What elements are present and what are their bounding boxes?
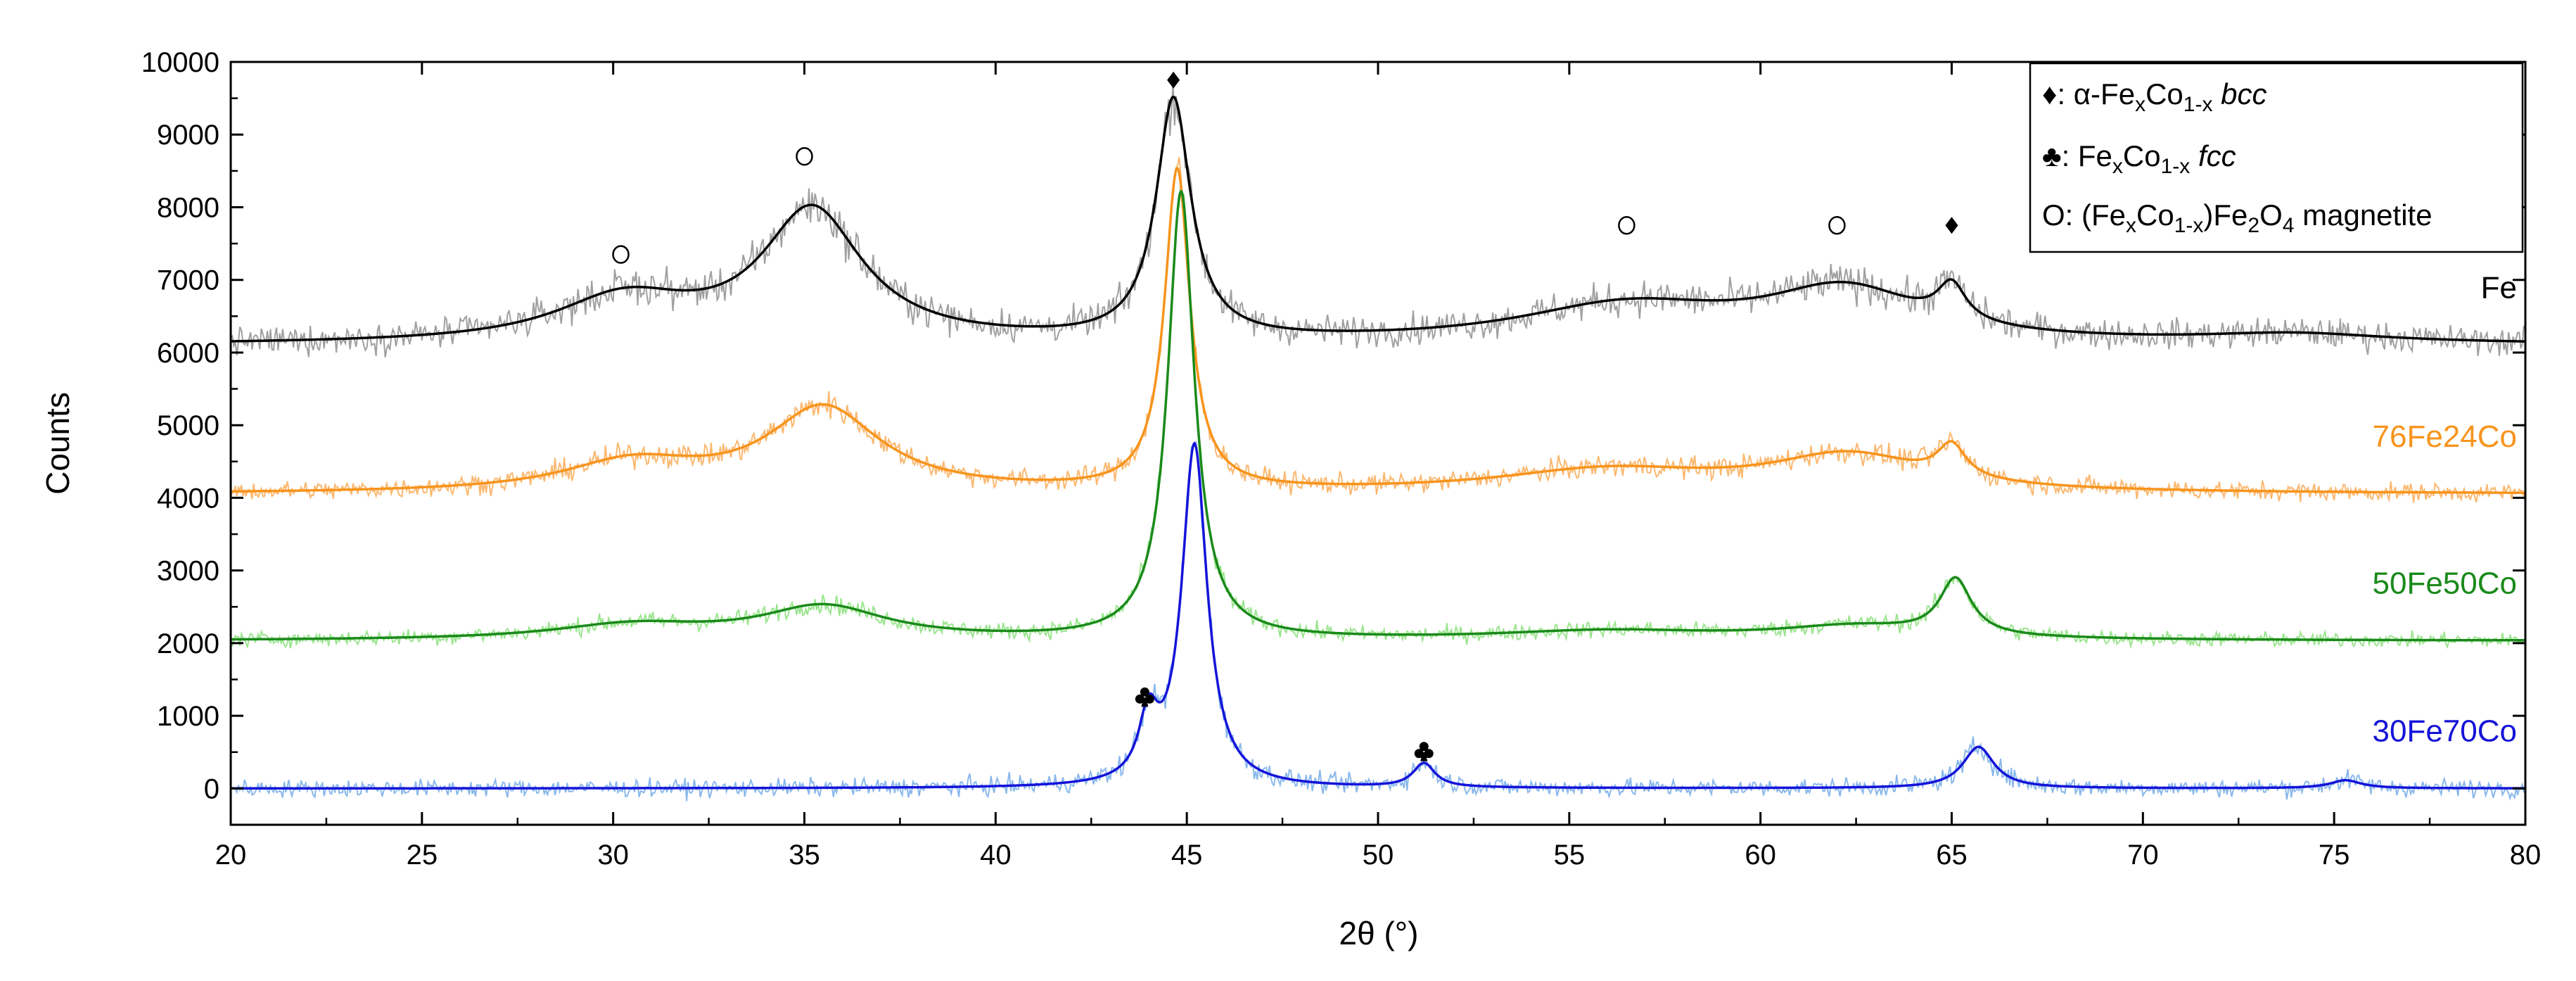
fcc-peak-marker [1414,742,1434,761]
x-tick-label: 80 [2510,840,2542,871]
series-label-76fe24co: 76Fe24Co [2373,419,2517,454]
fit-curve-30fe70co [231,441,2525,790]
fit-curve-76fe24co [230,167,2525,494]
fit-curve-50fe50co [231,190,2525,642]
bcc-peak-marker [1167,71,1180,89]
axis-ticks: 20 25 30 35 40 45 50 55 60 65 70 75 80 0 1000 2000 3000 4… [141,47,2541,871]
x-tick-label: 60 [1745,840,1776,871]
series-label-50fe50co: 50Fe50Co [2373,567,2517,601]
y-tick-label: 5000 [157,410,219,441]
diamond-icon: ♦ [2042,77,2057,110]
y-tick-label: 1000 [157,701,219,732]
raw-trace-fe [230,84,2526,357]
y-tick-label: 7000 [157,265,219,296]
circle-icon: O [2042,198,2065,232]
legend: ♦: α-FexCo1-x bcc ♣: FexCo1-x fcc O: (Fe… [2029,62,2524,253]
x-tick-label: 30 [597,840,629,871]
series-label-fe: Fe [2481,271,2517,305]
y-tick-label: 3000 [157,556,219,587]
legend-box [2029,62,2524,253]
fit-curves-layer [230,95,2525,790]
peak-markers [612,71,1958,761]
y-tick-label: 9000 [157,120,219,151]
x-axis-title: 2θ (°) [1339,915,1419,951]
raw-trace-30fe70co [230,440,2526,802]
x-tick-label: 40 [980,840,1012,871]
y-tick-label: 8000 [157,192,219,223]
magnetite-peak-marker [1618,216,1635,235]
x-tick-label: 50 [1363,840,1394,871]
magnetite-peak-marker [1828,216,1846,235]
x-tick-label: 55 [1554,840,1586,871]
x-tick-label: 65 [1936,840,1968,871]
magnetite-peak-marker [796,146,813,166]
legend-entry-magnetite: O: (FexCo1-x)Fe2O4 magnetite [2042,198,2432,237]
y-axis-title: Counts [39,392,76,495]
y-tick-label: 0 [204,773,219,804]
fcc-peak-marker [1135,687,1154,707]
x-tick-label: 20 [215,840,247,871]
y-tick-label: 2000 [157,628,219,659]
x-tick-label: 25 [407,840,438,871]
x-tick-label: 75 [2319,840,2350,871]
legend-entry-fcc: ♣: FexCo1-x fcc [2042,139,2236,178]
y-tick-label: 4000 [157,483,219,514]
club-icon: ♣ [2042,139,2062,172]
x-tick-label: 70 [2127,840,2159,871]
x-tick-label: 35 [789,840,820,871]
series-labels: Fe 76Fe24Co 50Fe50Co 30Fe70Co [2373,271,2517,749]
x-tick-label: 45 [1171,840,1203,871]
series-label-30fe70co: 30Fe70Co [2373,714,2517,748]
magnetite-peak-marker [612,245,630,264]
bcc-peak-marker [1945,217,1958,234]
y-tick-label: 10000 [141,47,219,78]
raw-trace-50fe50co [230,182,2526,650]
legend-entry-bcc: ♦: α-FexCo1-x bcc [2042,77,2266,116]
fit-curve-fe [230,95,2525,343]
y-tick-label: 6000 [157,338,219,369]
